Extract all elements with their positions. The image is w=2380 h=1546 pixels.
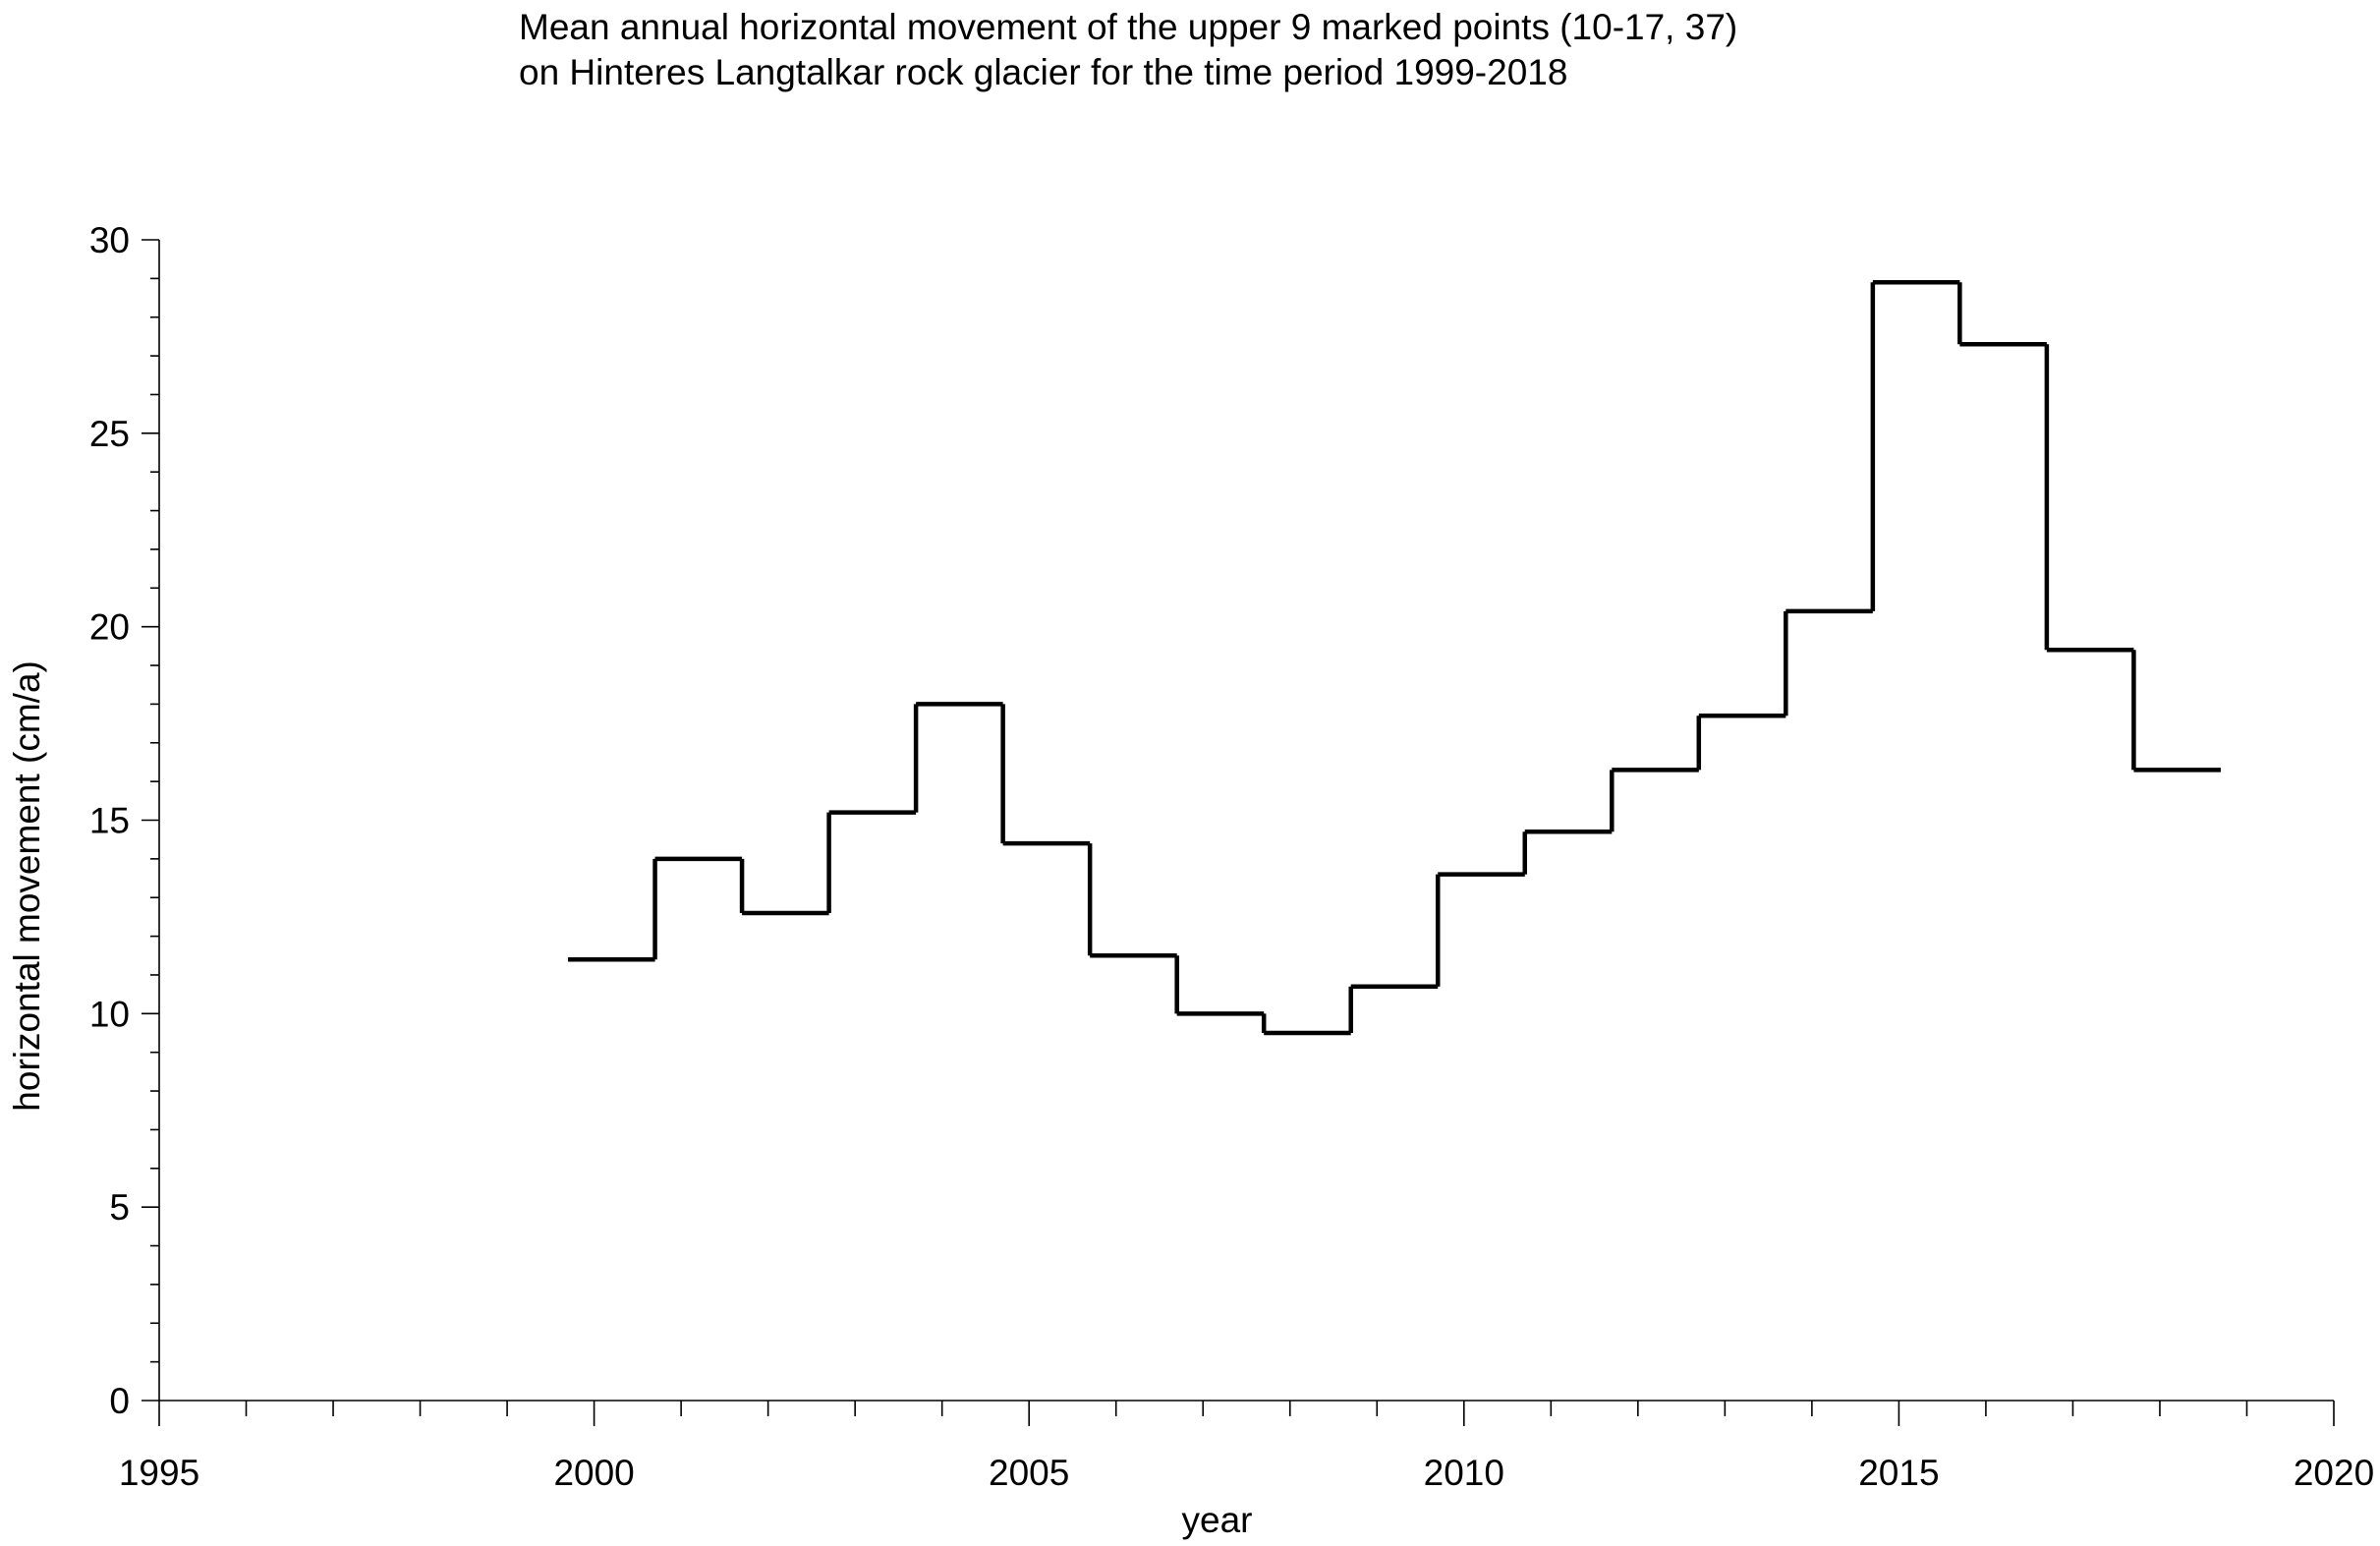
y-tick-label: 0 bbox=[109, 1381, 130, 1421]
y-tick-label: 30 bbox=[89, 220, 130, 260]
series-line bbox=[568, 280, 2221, 1036]
y-tick-label: 10 bbox=[89, 994, 130, 1034]
y-tick-label: 15 bbox=[89, 801, 130, 841]
x-axis-ticks bbox=[158, 1401, 2335, 1426]
y-axis-ticks bbox=[142, 239, 159, 1402]
x-tick-label: 1995 bbox=[119, 1453, 199, 1493]
y-axis-tick-labels: 0 5 10 15 20 25 30 bbox=[89, 220, 130, 1421]
x-tick-label: 2020 bbox=[2294, 1453, 2374, 1493]
x-axis-label: year bbox=[1182, 1500, 1253, 1540]
x-tick-label: 2015 bbox=[1858, 1453, 1939, 1493]
chart-title-line-1: Mean annual horizontal movement of the u… bbox=[519, 7, 1737, 47]
x-tick-label: 2000 bbox=[553, 1453, 634, 1493]
chart-title: Mean annual horizontal movement of the u… bbox=[519, 7, 1737, 92]
x-axis-tick-labels: 1995 2000 2005 2010 2015 2020 bbox=[119, 1453, 2374, 1493]
y-tick-label: 5 bbox=[109, 1187, 130, 1228]
axes: 0 5 10 15 20 25 30 1995 2000 2005 2010 2015 2020 bbox=[89, 220, 2374, 1493]
data-series bbox=[568, 280, 2221, 1036]
y-axis-label: horizontal movement (cm/a) bbox=[7, 660, 47, 1112]
y-tick-label: 25 bbox=[89, 414, 130, 454]
x-tick-label: 2005 bbox=[989, 1453, 1069, 1493]
y-tick-label: 20 bbox=[89, 607, 130, 648]
chart-title-line-2: on Hinteres Langtalkar rock glacier for … bbox=[519, 52, 1567, 92]
x-tick-label: 2010 bbox=[1424, 1453, 1504, 1493]
